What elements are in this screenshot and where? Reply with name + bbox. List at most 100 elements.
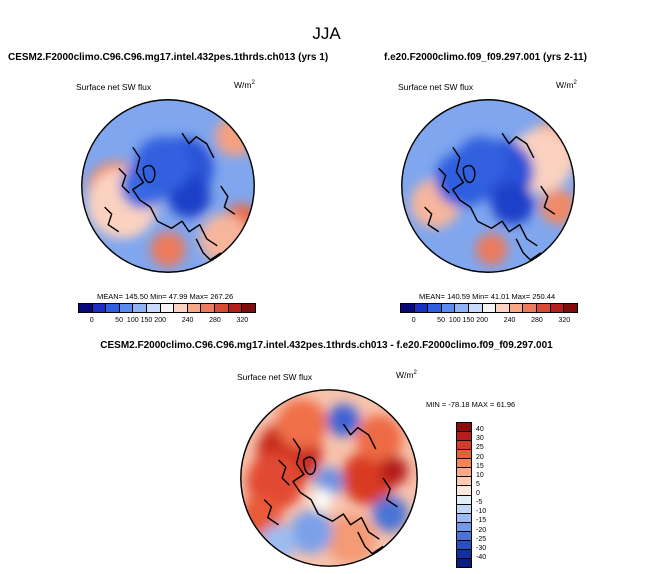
panel2-units-base: W/m [556, 80, 574, 90]
colorbar-swatch [537, 304, 551, 312]
colorbar-swatch [523, 304, 538, 312]
colorbar-tick-label: -10 [476, 508, 487, 516]
panel1-polar-map [81, 99, 255, 273]
colorbar-swatch [457, 423, 471, 433]
panel2-units-exp: 2 [573, 80, 577, 87]
colorbar-swatch [457, 450, 471, 460]
colorbar-swatch [457, 459, 471, 469]
coastline [477, 220, 538, 247]
colorbar-tick-label: -15 [476, 517, 487, 525]
coastline [382, 477, 398, 508]
panel1-variable-label: Surface net SW flux [76, 82, 152, 92]
map-field-region [311, 488, 333, 511]
panel1-case-title: CESM2.F2000climo.C96.C96.mg17.intel.432p… [8, 52, 329, 63]
panel2-stats: MEAN= 140.59 Min= 41.01 Max= 250.44 [419, 292, 556, 301]
panel1-colorbar [78, 303, 256, 313]
colorbar-swatch [119, 304, 134, 312]
coastline [342, 423, 377, 450]
colorbar-swatch [509, 304, 524, 312]
colorbar-tick-label: -25 [476, 535, 487, 543]
panel3-colorbar-ticks: 40 30 25 20 15 10 5 0 -5 -10 -15 -20 -25 -30 -40 [476, 422, 506, 568]
colorbar-swatch [457, 486, 471, 496]
colorbar-swatch [457, 549, 471, 559]
map-field-region [215, 117, 255, 157]
map-field-region [475, 233, 508, 266]
colorbar-swatch [215, 304, 229, 312]
coastline [540, 185, 556, 215]
colorbar-swatch [92, 304, 107, 312]
map-field-region [372, 496, 409, 532]
panel3-variable-label: Surface net SW flux [237, 372, 313, 382]
colorbar-swatch [441, 304, 456, 312]
colorbar-tick-label: -20 [476, 526, 487, 534]
panel1-units: W/m2 [234, 80, 255, 90]
coastline [452, 146, 479, 222]
colorbar-tick-label: -40 [476, 553, 487, 561]
colorbar-tick-label: 5 [476, 480, 480, 488]
colorbar-swatch [564, 304, 577, 312]
colorbar-swatch [228, 304, 243, 312]
map-field-region [356, 415, 403, 462]
map-field-region [150, 231, 186, 267]
map-field-region [456, 136, 506, 186]
colorbar-swatch [457, 432, 471, 442]
panel2-case-title: f.e20.F2000climo.f09_f09.297.001 (yrs 2-… [384, 52, 587, 63]
panel3-units-exp: 2 [413, 370, 417, 377]
colorbar-swatch [174, 304, 188, 312]
coastline [501, 132, 535, 159]
panel2-polar-map [401, 99, 575, 273]
colorbar-swatch [106, 304, 120, 312]
colorbar-swatch [469, 304, 483, 312]
map-field-region [289, 510, 333, 554]
colorbar-swatch [457, 513, 471, 523]
coastline [317, 513, 380, 540]
panel3-stats: MIN = -78.18 MAX = 61.96 [426, 400, 516, 409]
map-field-region [327, 404, 360, 437]
colorbar-tick-label: 40 [476, 426, 484, 434]
coastline [438, 167, 450, 194]
colorbar-swatch [428, 304, 442, 312]
colorbar-swatch [201, 304, 216, 312]
map-field-region [276, 398, 328, 450]
colorbar-tick-label: 15 [476, 462, 484, 470]
map-field-region [260, 524, 297, 561]
colorbar-tick-label: 30 [476, 435, 484, 443]
colorbar-swatch [482, 304, 497, 312]
colorbar-swatch [457, 495, 471, 505]
panel1-units-exp: 2 [251, 80, 255, 87]
panel2-variable-label: Surface net SW flux [398, 82, 474, 92]
panel3-polar-map [240, 389, 418, 567]
coastline [157, 220, 218, 247]
colorbar-tick-label: -5 [476, 499, 483, 507]
coastline [132, 146, 159, 222]
colorbar-swatch [160, 304, 175, 312]
colorbar-swatch [457, 558, 471, 567]
colorbar-swatch [133, 304, 148, 312]
map-field-region [379, 456, 409, 486]
panel2-colorbar [400, 303, 578, 313]
coastline [142, 164, 156, 184]
coastline [462, 164, 476, 184]
map-field-region [491, 182, 534, 225]
panel3-units-base: W/m [396, 370, 414, 380]
panel3-case-title: CESM2.F2000climo.C96.C96.mg17.intel.432p… [100, 340, 553, 351]
coastline [104, 206, 120, 233]
coastline [292, 438, 319, 515]
colorbar-tick-label: 0 [476, 490, 480, 497]
colorbar-swatch [550, 304, 565, 312]
colorbar-tick-label: 10 [476, 471, 484, 479]
coastline [220, 185, 236, 215]
colorbar-swatch [457, 531, 471, 541]
coastline [303, 456, 317, 476]
map-field-region [246, 452, 304, 511]
colorbar-swatch [455, 304, 470, 312]
map-field-region [540, 189, 575, 225]
coastline [424, 206, 440, 233]
map-field-region [134, 136, 191, 194]
panel3-colorbar [456, 422, 472, 568]
colorbar-swatch [414, 304, 429, 312]
colorbar-swatch [457, 441, 471, 451]
panel1-stats: MEAN= 145.50 Min= 47.99 Max= 267.26 [97, 292, 234, 301]
colorbar-swatch [457, 540, 471, 550]
map-boundary [240, 389, 418, 567]
